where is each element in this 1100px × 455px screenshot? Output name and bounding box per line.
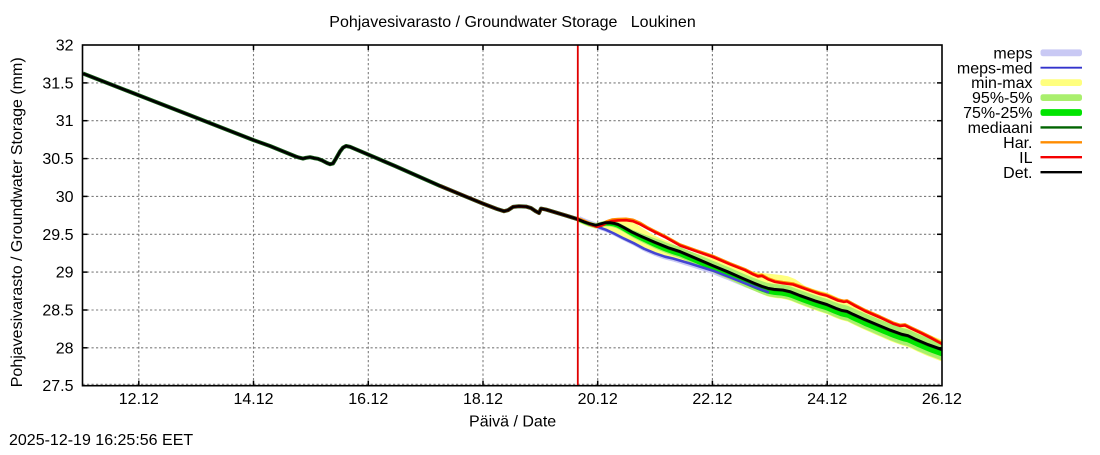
svg-text:29: 29 — [56, 265, 74, 282]
svg-text:Pohjavesivarasto / Groundwater: Pohjavesivarasto / Groundwater Storage (… — [9, 57, 26, 387]
svg-text:28.5: 28.5 — [42, 303, 73, 320]
svg-text:27.5: 27.5 — [42, 378, 73, 395]
svg-text:20.12: 20.12 — [578, 391, 618, 408]
svg-text:31.5: 31.5 — [42, 75, 73, 92]
svg-text:32: 32 — [56, 38, 74, 55]
svg-text:Det.: Det. — [1003, 165, 1032, 182]
svg-text:75%-25%: 75%-25% — [963, 105, 1032, 122]
svg-text:Päivä / Date: Päivä / Date — [469, 413, 556, 430]
svg-text:30: 30 — [56, 189, 74, 206]
svg-text:28: 28 — [56, 340, 74, 357]
svg-text:2025-12-19 16:25:56 EET: 2025-12-19 16:25:56 EET — [9, 432, 193, 449]
svg-text:12.12: 12.12 — [119, 391, 159, 408]
svg-text:22.12: 22.12 — [692, 391, 732, 408]
svg-text:30.5: 30.5 — [42, 151, 73, 168]
svg-text:31: 31 — [56, 113, 74, 130]
svg-text:29.5: 29.5 — [42, 227, 73, 244]
svg-text:meps: meps — [993, 45, 1032, 62]
svg-text:95%-5%: 95%-5% — [972, 90, 1032, 107]
svg-text:mediaani: mediaani — [968, 120, 1033, 137]
svg-text:26.12: 26.12 — [922, 391, 962, 408]
svg-text:meps-med: meps-med — [957, 60, 1033, 77]
svg-text:16.12: 16.12 — [348, 391, 388, 408]
svg-text:Pohjavesivarasto / Groundwater: Pohjavesivarasto / Groundwater Storage L… — [329, 14, 695, 31]
svg-text:18.12: 18.12 — [463, 391, 503, 408]
svg-text:Har.: Har. — [1003, 135, 1032, 152]
svg-text:14.12: 14.12 — [233, 391, 273, 408]
svg-text:24.12: 24.12 — [807, 391, 847, 408]
svg-text:min-max: min-max — [971, 75, 1032, 92]
svg-text:IL: IL — [1019, 150, 1032, 167]
